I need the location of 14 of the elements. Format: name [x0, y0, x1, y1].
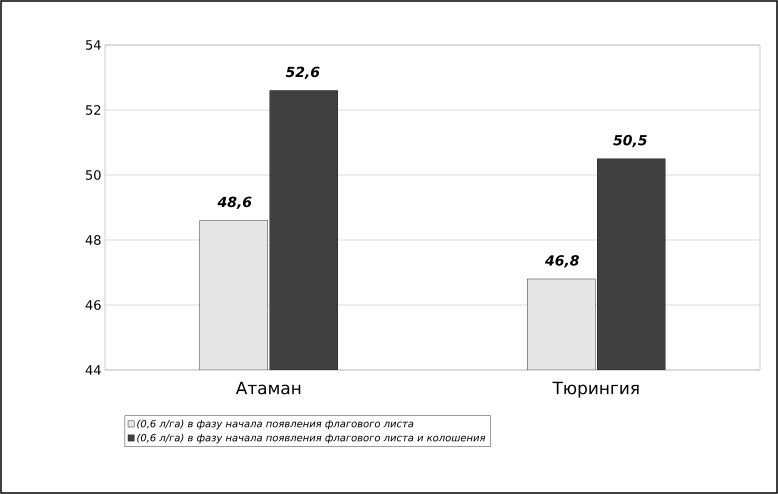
y-tick-label: 46: [86, 300, 101, 310]
legend-label: (0,6 л/га) в фазу начала появления флагового листа и колошения: [137, 434, 486, 444]
data-label: 50,5: [613, 134, 647, 148]
data-label: 46,8: [545, 255, 579, 268]
y-tick-label: 48: [86, 235, 101, 245]
data-label: 48,6: [218, 196, 252, 209]
legend-label: (0,6 л/га) в фазу начала появления флагового листа: [137, 420, 414, 430]
y-tick-label: 54: [86, 40, 101, 50]
y-tick-label: 44: [86, 365, 101, 375]
data-label: 52,6: [286, 66, 320, 79]
x-tick-label: Атаман: [236, 382, 300, 394]
y-tick-label: 52: [86, 105, 100, 115]
x-tick-label: Тюрингия: [552, 382, 639, 398]
y-tick-label: 50: [86, 170, 101, 180]
